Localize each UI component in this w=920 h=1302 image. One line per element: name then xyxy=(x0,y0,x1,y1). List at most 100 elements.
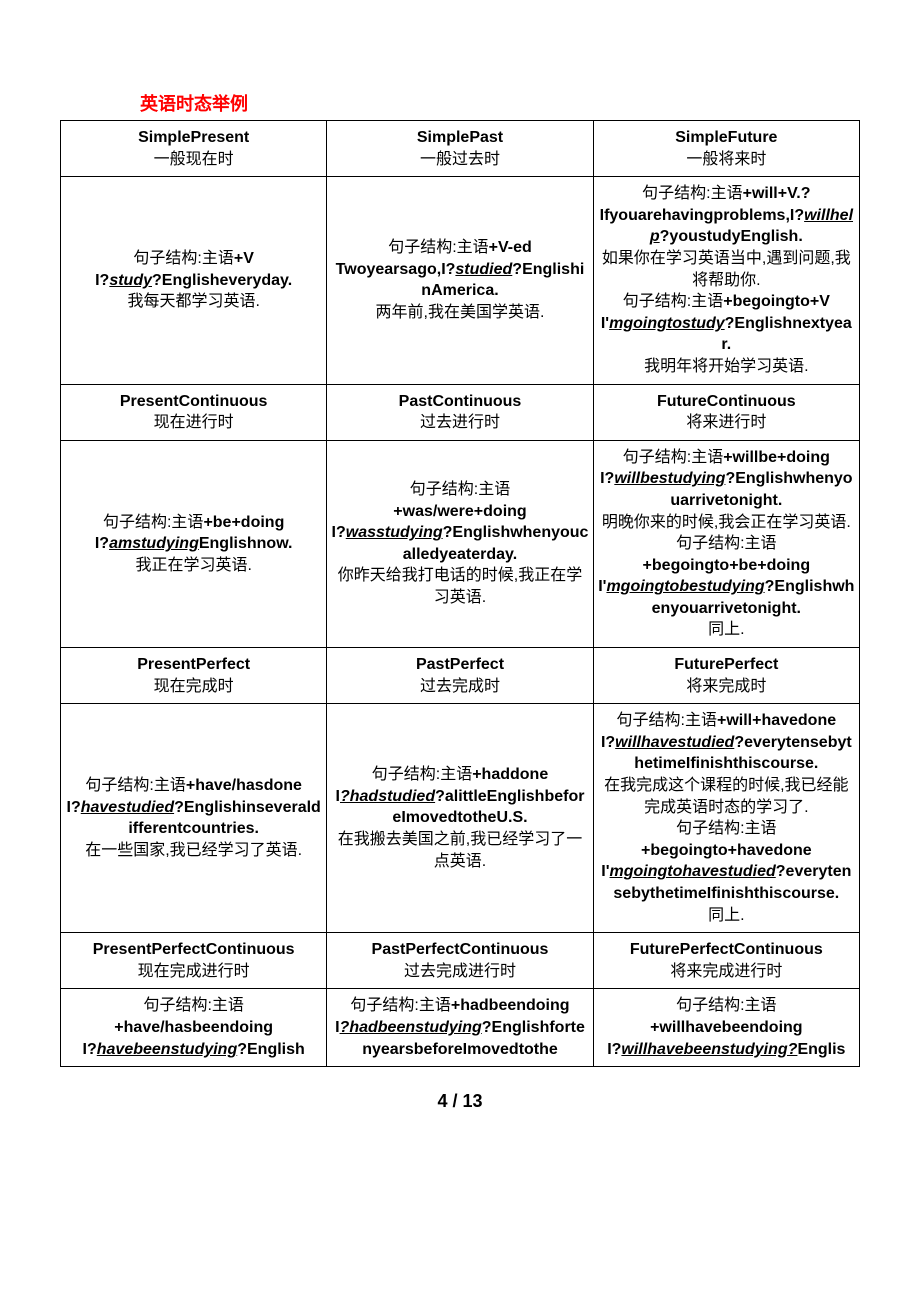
text-run: 句子结构:主语 xyxy=(85,777,185,794)
text-run: +was/were+doing xyxy=(393,503,526,520)
text-run: 句子结构:主语 xyxy=(388,239,488,256)
text-run: +begoingto+havedone xyxy=(641,842,812,859)
table-row: SimplePresent一般现在时SimplePast一般过去时SimpleF… xyxy=(61,121,860,177)
tense-name-en: PresentPerfectContinuous xyxy=(93,941,295,958)
table-cell: 句子结构:主语+was/were+doingI?wasstudying?Engl… xyxy=(327,440,593,647)
text-run: Ifyouarehavingproblems,I? xyxy=(600,207,804,224)
text-run: Twoyearsago,I? xyxy=(336,261,456,278)
table-cell: 句子结构:主语+be+doing I?amstudyingEnglishnow. 我… xyxy=(61,440,327,647)
text-run: ?Englisheveryday. xyxy=(152,272,292,289)
table-row: PresentPerfect现在完成时PastPerfect过去完成时Futur… xyxy=(61,648,860,704)
tense-name-en: PastContinuous xyxy=(399,393,522,410)
table-cell: 句子结构:主语+V-edTwoyearsago,I?studied?Englis… xyxy=(327,177,593,384)
text-run: ?hadstudied xyxy=(340,788,435,805)
text-run: 句子结构:主语 xyxy=(642,185,742,202)
table-cell: 句子结构:主语+haddoneI?hadstudied?alittleEngli… xyxy=(327,704,593,933)
tense-name-cn: 将来完成进行时 xyxy=(670,963,782,980)
table-cell: FutureContinuous将来进行时 xyxy=(593,384,859,440)
tense-name-cn: 现在进行时 xyxy=(154,414,234,431)
tense-name-cn: 过去进行时 xyxy=(420,414,500,431)
text-run: amstudying xyxy=(109,535,199,552)
tense-name-en: FutureContinuous xyxy=(657,393,796,410)
text-run: 我明年将开始学习英语. xyxy=(644,358,808,375)
table-cell: 句子结构:主语+will+havedoneI?willhavestudied?e… xyxy=(593,704,859,933)
tense-name-cn: 将来完成时 xyxy=(686,678,766,695)
table-cell: FuturePerfect 将来完成时 xyxy=(593,648,859,704)
text-run: I? xyxy=(83,1041,97,1058)
tense-name-en: PresentContinuous xyxy=(120,393,268,410)
text-run: I? xyxy=(601,734,615,751)
text-run: +willhavebeendoing xyxy=(650,1019,802,1036)
text-run: +begoingto+be+doing xyxy=(643,557,811,574)
text-run: 在我完成这个课程的时候,我已经能完成英语时态的学习了. xyxy=(604,777,848,816)
tense-table: SimplePresent一般现在时SimplePast一般过去时SimpleF… xyxy=(60,120,860,1067)
text-run: Englishnow. xyxy=(199,535,293,552)
table-row: 句子结构:主语+have/hasdoneI?havestudied?Englis… xyxy=(61,704,860,933)
text-run: 我正在学习英语. xyxy=(135,557,251,574)
tense-name-en: SimpleFuture xyxy=(675,129,777,146)
text-run: 你昨天给我打电话的时候,我正在学习英语. xyxy=(338,567,582,606)
text-run: mgoingtohavestudied xyxy=(610,863,776,880)
text-run: I? xyxy=(607,1041,621,1058)
table-row: 句子结构:主语+VI?study?Englisheveryday.我每天都学习英… xyxy=(61,177,860,384)
text-run: willhavebeenstudying? xyxy=(621,1041,797,1058)
text-run: I? xyxy=(600,470,614,487)
text-run: ?hadbeenstudying xyxy=(340,1019,482,1036)
text-run: 如果你在学习英语当中,遇到问题,我将帮助你. xyxy=(602,250,851,289)
table-cell: SimpleFuture 一般将来时 xyxy=(593,121,859,177)
text-run: willbestudying xyxy=(614,470,725,487)
text-run: +be+doing xyxy=(203,514,284,531)
text-run: 句子结构:主语 xyxy=(372,766,472,783)
text-run: willhavestudied xyxy=(615,734,734,751)
text-run: 我每天都学习英语. xyxy=(127,293,259,310)
text-run: 句子结构:主语 xyxy=(623,293,723,310)
text-run: +V xyxy=(234,250,254,267)
text-run: 句子结构:主语 xyxy=(410,481,510,498)
text-run: havestudied xyxy=(81,799,174,816)
tense-name-en: PastPerfect xyxy=(416,656,504,673)
table-cell: PresentPerfect 现在完成时 xyxy=(61,648,327,704)
text-run: 句子结构:主语 xyxy=(676,997,776,1014)
text-run: +have/hasdone xyxy=(186,777,302,794)
tense-name-cn: 一般现在时 xyxy=(154,151,234,168)
text-run: I' xyxy=(601,863,609,880)
text-run: wasstudying xyxy=(346,524,443,541)
text-run: +haddone xyxy=(472,766,548,783)
table-cell: 句子结构:主语+have/hasdoneI?havestudied?Englis… xyxy=(61,704,327,933)
text-run: +have/hasbeendoing xyxy=(114,1019,273,1036)
table-row: 句子结构:主语+have/hasbeendoingI?havebeenstudy… xyxy=(61,989,860,1067)
text-run: 句子结构:主语 xyxy=(676,535,776,552)
text-run: +V-ed xyxy=(489,239,532,256)
table-row: PresentContinuous 现在进行时 PastContinuous 过去进行… xyxy=(61,384,860,440)
text-run: 句子结构:主语 xyxy=(676,820,776,837)
text-run: I? xyxy=(67,799,81,816)
text-run: 句子结构:主语 xyxy=(133,250,233,267)
tense-name-en: PastPerfectContinuous xyxy=(372,941,549,958)
table-cell: PresentContinuous 现在进行时 xyxy=(61,384,327,440)
text-run: +willbe+doing xyxy=(723,449,830,466)
text-run: +hadbeendoing xyxy=(451,997,570,1014)
tense-name-cn: 现在完成时 xyxy=(154,678,234,695)
text-run: I? xyxy=(95,272,109,289)
page-number: 4 / 13 xyxy=(60,1091,860,1112)
text-run: 句子结构:主语 xyxy=(350,997,450,1014)
tense-name-en: PresentPerfect xyxy=(137,656,250,673)
text-run: 在我搬去美国之前,我已经学习了一点英语. xyxy=(338,831,582,870)
text-run: +begoingto+V xyxy=(723,293,830,310)
text-run: I' xyxy=(601,315,609,332)
table-cell: PastPerfect过去完成时 xyxy=(327,648,593,704)
tense-name-en: SimplePast xyxy=(417,129,503,146)
text-run: 句子结构:主语 xyxy=(617,712,717,729)
text-run: study xyxy=(109,272,152,289)
text-run: 在一些国家,我已经学习了英语. xyxy=(85,842,302,859)
text-run: I? xyxy=(95,535,109,552)
text-run: mgoingtobestudying xyxy=(606,578,764,595)
text-run: 句子结构:主语 xyxy=(103,514,203,531)
text-run: +will+V.? xyxy=(743,185,811,202)
table-cell: PastContinuous 过去进行时 xyxy=(327,384,593,440)
tense-name-en: FuturePerfectContinuous xyxy=(630,941,823,958)
text-run: 句子结构:主语 xyxy=(623,449,723,466)
table-cell: SimplePresent一般现在时 xyxy=(61,121,327,177)
tense-name-en: FuturePerfect xyxy=(674,656,778,673)
tense-name-cn: 一般将来时 xyxy=(686,151,766,168)
